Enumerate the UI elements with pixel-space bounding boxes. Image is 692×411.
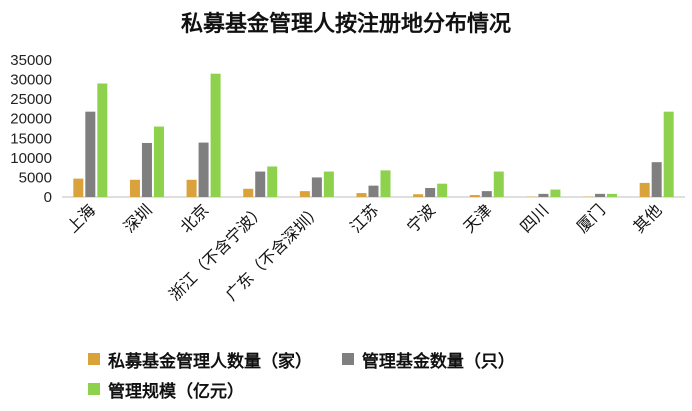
bar-managers bbox=[639, 182, 650, 197]
legend-label-scale: 管理规模（亿元） bbox=[108, 381, 244, 402]
y-tick-label: 15000 bbox=[10, 130, 52, 147]
legend-label-managers: 私募基金管理人数量（家） bbox=[108, 351, 312, 372]
legend-swatch-scale bbox=[88, 383, 100, 395]
x-tick-label: 深圳 bbox=[120, 200, 156, 236]
bar-scale bbox=[493, 171, 504, 197]
legend-item-scale: 管理规模（亿元） bbox=[88, 374, 244, 404]
y-tick-label: 35000 bbox=[10, 52, 52, 69]
bar-managers bbox=[299, 191, 310, 197]
bar-managers bbox=[469, 195, 480, 197]
bar-scale bbox=[210, 73, 221, 197]
bar-funds bbox=[481, 191, 492, 197]
bar-funds bbox=[538, 193, 549, 197]
legend-swatch-managers bbox=[88, 353, 100, 365]
bar-managers bbox=[243, 188, 254, 197]
x-tick-label: 厦门 bbox=[573, 200, 609, 236]
bar-chart: 0 5000 10000 15000 20000 25000 30000 35000 上海 深圳北… bbox=[10, 52, 685, 304]
bar-scale bbox=[550, 189, 561, 197]
legend-item-funds: 管理基金数量（只） bbox=[341, 344, 515, 374]
legend-item-managers: 私募基金管理人数量（家） bbox=[88, 344, 312, 374]
bar-scale bbox=[97, 83, 108, 197]
bar-scale bbox=[380, 170, 391, 197]
x-tick-label: 其他 bbox=[629, 200, 665, 236]
legend: 私募基金管理人数量（家） 管理基金数量（只） 管理规模（亿元） bbox=[88, 344, 678, 404]
bar-funds bbox=[85, 111, 96, 197]
bar-scale bbox=[663, 111, 674, 197]
bar-funds bbox=[595, 193, 606, 197]
legend-swatch-funds bbox=[341, 353, 354, 365]
bar-managers bbox=[73, 178, 84, 197]
x-tick-label: 浙江（不含宁波） bbox=[165, 200, 269, 304]
bar-funds bbox=[425, 187, 436, 197]
chart-title: 私募基金管理人按注册地分布情况 bbox=[180, 11, 511, 37]
bar-managers bbox=[186, 179, 197, 197]
legend-label-funds: 管理基金数量（只） bbox=[361, 351, 515, 372]
y-tick-label: 20000 bbox=[10, 111, 52, 128]
bar-scale bbox=[323, 171, 334, 197]
bar-scale bbox=[267, 166, 278, 197]
bar-managers bbox=[413, 194, 424, 197]
bar-scale bbox=[153, 126, 164, 197]
bar-funds bbox=[198, 142, 209, 197]
bar-scale bbox=[607, 193, 618, 197]
bar-scale bbox=[437, 183, 448, 197]
bar-funds bbox=[255, 171, 266, 197]
x-tick-label: 广东（不含深圳） bbox=[222, 200, 326, 304]
x-tick-label: 四川 bbox=[516, 200, 552, 236]
x-tick-label: 宁波 bbox=[403, 200, 439, 236]
bar-funds bbox=[368, 185, 379, 197]
bar-managers bbox=[129, 179, 140, 197]
y-tick-label: 0 bbox=[44, 189, 52, 206]
x-tick-label: 上海 bbox=[63, 200, 99, 236]
bar-managers bbox=[356, 193, 367, 197]
y-tick-label: 5000 bbox=[19, 169, 52, 186]
x-tick-label: 北京 bbox=[176, 200, 212, 236]
x-tick-label: 天津 bbox=[460, 200, 496, 236]
bar-funds bbox=[141, 142, 152, 197]
y-tick-label: 10000 bbox=[10, 150, 52, 167]
x-tick-label: 江苏 bbox=[346, 200, 382, 236]
bar-funds bbox=[651, 162, 662, 197]
y-tick-label: 25000 bbox=[10, 91, 52, 108]
bar-funds bbox=[311, 177, 322, 197]
y-tick-label: 30000 bbox=[10, 72, 52, 89]
